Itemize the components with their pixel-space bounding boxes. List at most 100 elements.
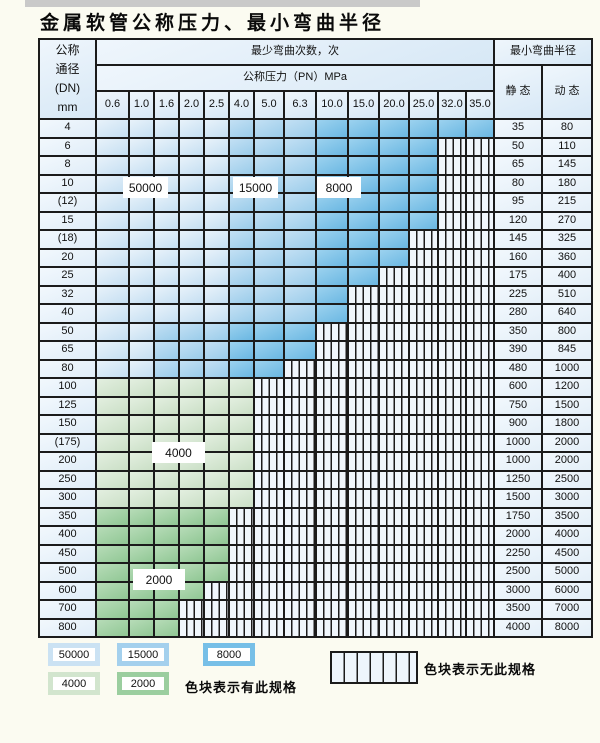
static-radius-cell: 50 (493, 136, 543, 157)
spec-cell-none (347, 395, 380, 416)
pressure-tick: 35.0 (465, 90, 495, 120)
spec-cell-none (315, 432, 349, 453)
spec-cell-none (408, 451, 439, 472)
spec-cell-15000 (253, 284, 285, 305)
dn-cell: 50 (38, 321, 97, 342)
spec-cell-15000 (228, 136, 255, 157)
table-row: 100 600 1200 (38, 377, 593, 398)
dynamic-column-header: 动 态 (541, 64, 593, 120)
dynamic-radius-cell: 1000 (541, 358, 593, 379)
spec-cell-none (465, 266, 495, 287)
dn-cell: 6 (38, 136, 97, 157)
spec-cell-none (465, 377, 495, 398)
spec-cell-none (408, 358, 439, 379)
spec-cell-none (253, 414, 285, 435)
spec-cell-none (378, 432, 410, 453)
spec-cell-50000 (203, 266, 230, 287)
spec-cell-none (253, 562, 285, 583)
spec-cell-8000 (378, 192, 410, 213)
legend-swatch-2000: 2000 (117, 672, 169, 695)
spec-cell-8000 (253, 340, 285, 361)
spec-cell-none (437, 469, 467, 490)
spec-cell-none (465, 451, 495, 472)
spec-cell-8000 (408, 210, 439, 231)
static-radius-cell: 145 (493, 229, 543, 250)
spec-cell-50000 (178, 210, 205, 231)
spec-cell-none (283, 488, 317, 509)
dn-cell: 500 (38, 562, 97, 583)
table-row: 15 120 270 (38, 210, 593, 231)
spec-cell-4000 (95, 488, 130, 509)
spec-cell-none (283, 617, 317, 638)
spec-cell-50000 (178, 247, 205, 268)
spec-cell-none (437, 136, 467, 157)
spec-cell-none (178, 599, 205, 620)
static-radius-cell: 600 (493, 377, 543, 398)
legend-has-spec-text: 色块表示有此规格 (185, 680, 298, 695)
spec-cell-none (203, 617, 230, 638)
page-title: 金属软管公称压力、最小弯曲半径 (40, 12, 386, 34)
spec-cell-4000 (228, 432, 255, 453)
spec-cell-50000 (95, 303, 130, 324)
spec-cell-none (465, 432, 495, 453)
dn-corner-line: mm (57, 100, 78, 114)
spec-cell-none (347, 358, 380, 379)
spec-cell-none (437, 543, 467, 564)
static-radius-cell: 390 (493, 340, 543, 361)
spec-cell-50000 (95, 358, 130, 379)
dn-cell: 700 (38, 599, 97, 620)
spec-cell-none (283, 562, 317, 583)
spec-cell-none (253, 395, 285, 416)
spec-cell-15000 (153, 340, 180, 361)
spec-cell-none (465, 173, 495, 194)
spec-cell-50000 (128, 321, 155, 342)
spec-cell-none (408, 395, 439, 416)
spec-cell-50000 (95, 321, 130, 342)
spec-cell-8000 (315, 229, 349, 250)
spec-cell-4000 (203, 451, 230, 472)
legend-hatch-swatch (330, 651, 418, 684)
spec-cell-none (378, 451, 410, 472)
dynamic-radius-cell: 3000 (541, 488, 593, 509)
spec-cell-none (228, 543, 255, 564)
spec-cell-none (437, 229, 467, 250)
table-row: 50 350 800 (38, 321, 593, 342)
table-row: 350 1750 3500 (38, 506, 593, 527)
spec-cell-2000 (203, 506, 230, 527)
table-row: 150 900 1800 (38, 414, 593, 435)
spec-cell-none (437, 562, 467, 583)
spec-cell-2000 (95, 599, 130, 620)
spec-cell-4000 (128, 469, 155, 490)
spec-cell-50000 (203, 155, 230, 176)
spec-cell-none (408, 303, 439, 324)
dn-cell: 20 (38, 247, 97, 268)
spec-cell-none (253, 617, 285, 638)
spec-cell-none (465, 469, 495, 490)
spec-cell-15000 (253, 247, 285, 268)
spec-cell-none (283, 451, 317, 472)
spec-cell-none (408, 562, 439, 583)
static-radius-cell: 65 (493, 155, 543, 176)
spec-cell-4000 (228, 377, 255, 398)
spec-cell-none (283, 377, 317, 398)
spec-cell-2000 (128, 599, 155, 620)
spec-cell-8000 (378, 247, 410, 268)
spec-cell-none (347, 543, 380, 564)
spec-cell-none (465, 136, 495, 157)
pressure-tick: 25.0 (408, 90, 439, 120)
spec-cell-none (253, 451, 285, 472)
dynamic-radius-cell: 145 (541, 155, 593, 176)
spec-cell-4000 (203, 469, 230, 490)
spec-cell-8000 (378, 118, 410, 139)
static-radius-cell: 160 (493, 247, 543, 268)
dynamic-radius-cell: 2000 (541, 432, 593, 453)
spec-cell-4000 (128, 432, 155, 453)
table-row: 450 2250 4500 (38, 543, 593, 564)
spec-cell-none (465, 303, 495, 324)
spec-cell-none (437, 599, 467, 620)
table-row: 32 225 510 (38, 284, 593, 305)
static-radius-cell: 4000 (493, 617, 543, 638)
dn-cell: 8 (38, 155, 97, 176)
table-row: 40 280 640 (38, 303, 593, 324)
spec-cell-8000 (347, 266, 380, 287)
